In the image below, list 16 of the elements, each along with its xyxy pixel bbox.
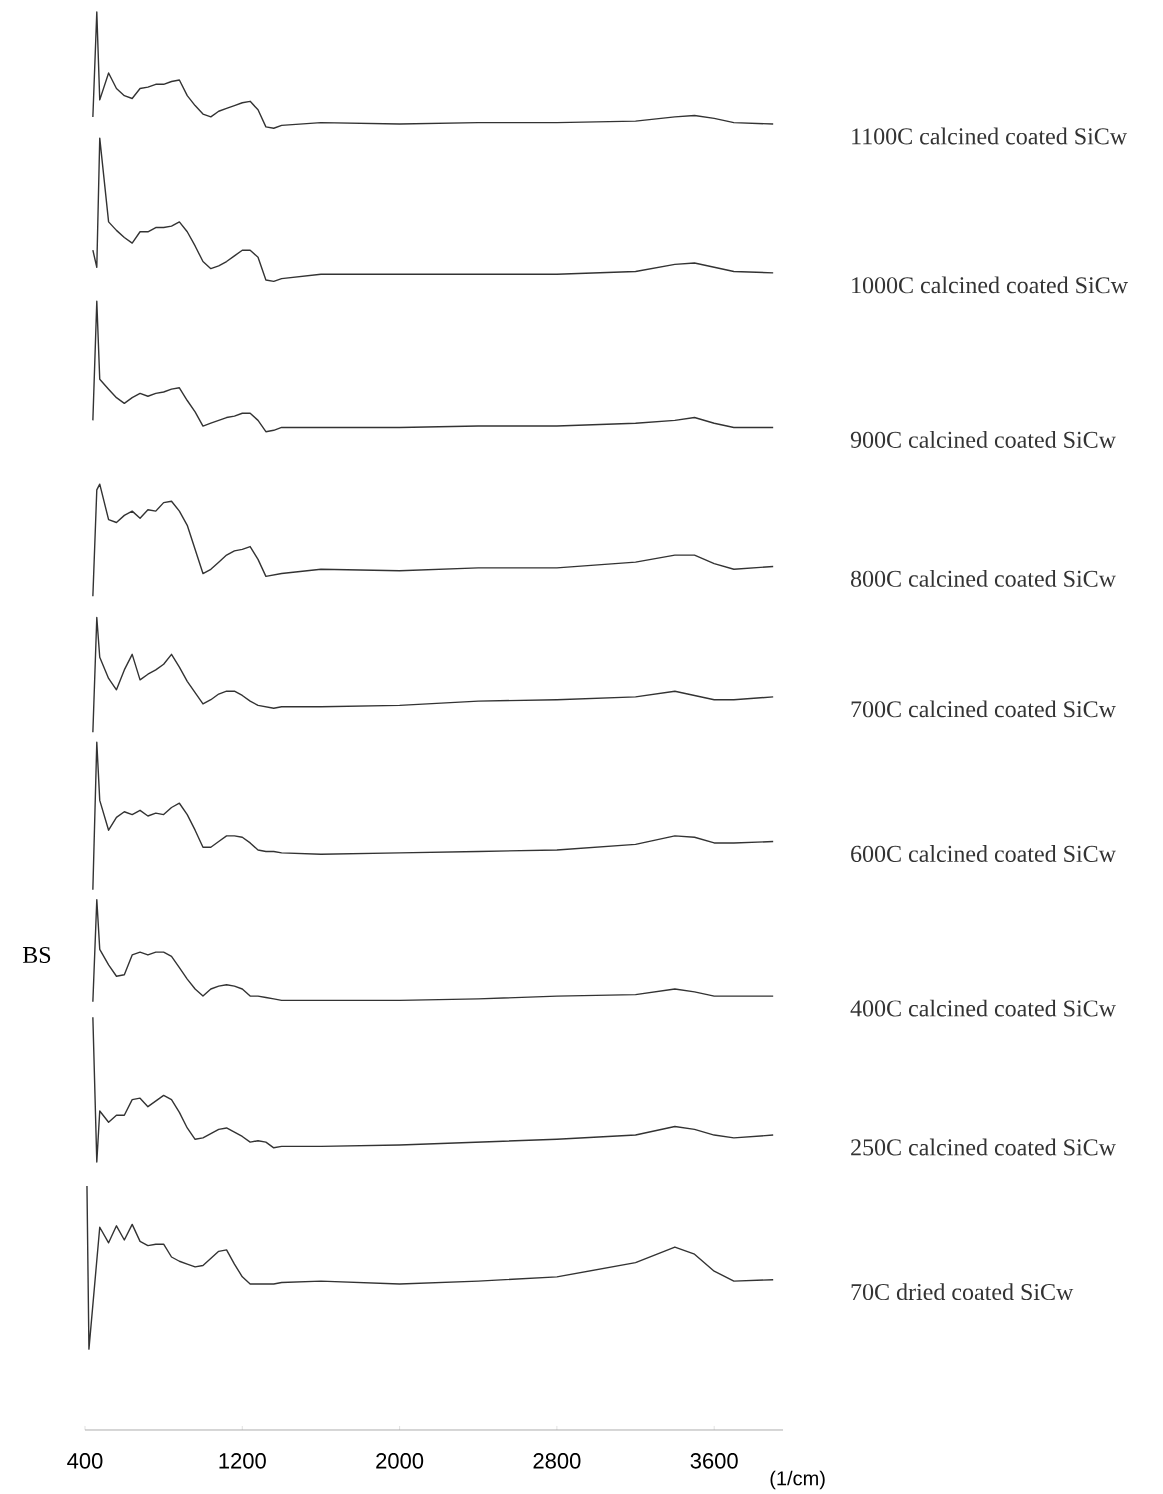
text: 900C calcined coated SiCw — [850, 431, 1116, 448]
x-tick-label: 400 — [67, 1453, 103, 1469]
x-tick-label: 3600 — [690, 1453, 738, 1469]
x-tick-label: 1200 — [219, 1453, 266, 1469]
y-axis-title: BS — [22, 946, 51, 963]
text: 800C calcined coated SiCw — [850, 569, 1116, 587]
text: 600C calcined coated SiCw — [851, 845, 1116, 862]
text: 400C calcined coated SiCw — [850, 999, 1116, 1017]
x-tick-label: 2000 — [376, 1453, 424, 1469]
text: 700C calcined coated SiCw — [851, 700, 1116, 718]
x-tick-label: 2800 — [533, 1453, 581, 1469]
text: 70C dried coated SiCw — [851, 1283, 1074, 1301]
x-axis-title: (1/cm) — [770, 1470, 825, 1490]
text: 1100C calcined coated SiCw — [852, 127, 1128, 145]
text: 1000C calcined coated SiCw — [852, 276, 1128, 294]
text: 250C calcined coated SiCw — [851, 1138, 1116, 1156]
